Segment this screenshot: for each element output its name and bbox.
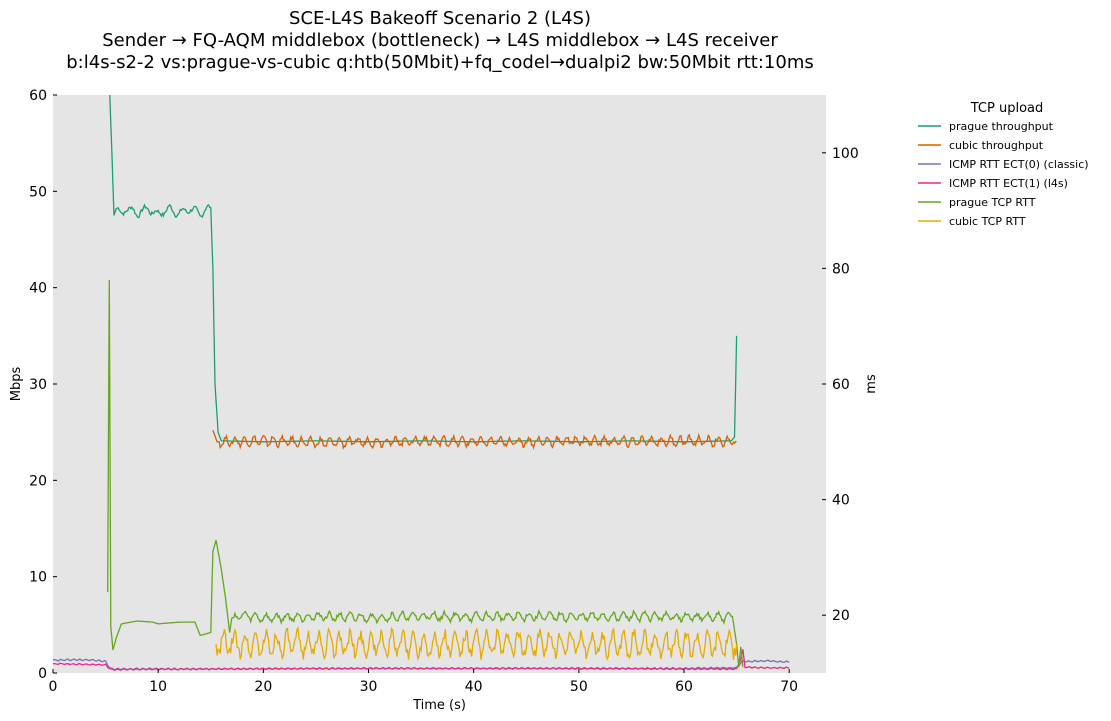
y-tick-label-right: 20 [832,608,850,624]
chart-title-line-1: SCE-L4S Bakeoff Scenario 2 (L4S) [289,8,591,29]
y-tick-label-left: 50 [29,184,47,200]
x-tick-label: 20 [254,679,272,695]
legend-entry-label: ICMP RTT ECT(0) (classic) [949,158,1089,171]
x-tick-label: 10 [149,679,167,695]
series-line-cubic-throughput [212,429,737,450]
x-tick-label: 60 [675,679,693,695]
y-tick-label-left: 0 [38,666,47,682]
ticks-layer: 0 10 20 30 40 50 60 70 0 10 20 30 40 50 60 20 40 60 80 100 [29,88,859,695]
y-axis-label-left: Mbps [9,367,24,402]
y-axis-label-right: ms [864,374,879,394]
y-tick-label-left: 10 [29,570,47,586]
y-tick-label-right: 80 [832,261,850,277]
legend-title: TCP upload [970,101,1044,116]
y-tick-label-left: 60 [29,88,47,104]
x-tick-label: 40 [465,679,483,695]
y-tick-label-left: 40 [29,281,47,297]
plot-area [53,95,826,673]
y-tick-label-right: 100 [832,146,859,162]
y-tick-label-left: 20 [29,473,47,489]
legend-entry-label: cubic throughput [949,139,1044,152]
legend-entry-label: prague throughput [949,120,1054,133]
series-line-icmp-rtt-ect-1-l4s- [52,649,790,671]
legend-entry-label: cubic TCP RTT [949,215,1026,228]
legend-entry-label: ICMP RTT ECT(1) (l4s) [949,177,1068,190]
series-layer [52,94,790,671]
series-line-cubic-tcp-rtt [215,626,738,662]
x-tick-label: 70 [780,679,798,695]
x-tick-label: 0 [49,679,58,695]
x-axis-label: Time (s) [412,698,466,713]
x-tick-label: 30 [360,679,378,695]
chart-title-line-3: b:l4s-s2-2 vs:prague-vs-cubic q:htb(50Mb… [66,52,813,73]
series-line-prague-tcp-rtt [107,279,744,668]
legend: TCP upload prague throughput cubic throug… [918,101,1089,228]
y-tick-label-right: 60 [832,377,850,393]
y-tick-label-left: 30 [29,377,47,393]
legend-entry-label: prague TCP RTT [949,196,1036,209]
chart-title-line-2: Sender → FQ-AQM middlebox (bottleneck) →… [102,30,778,51]
x-tick-label: 50 [570,679,588,695]
y-tick-label-right: 40 [832,493,850,509]
